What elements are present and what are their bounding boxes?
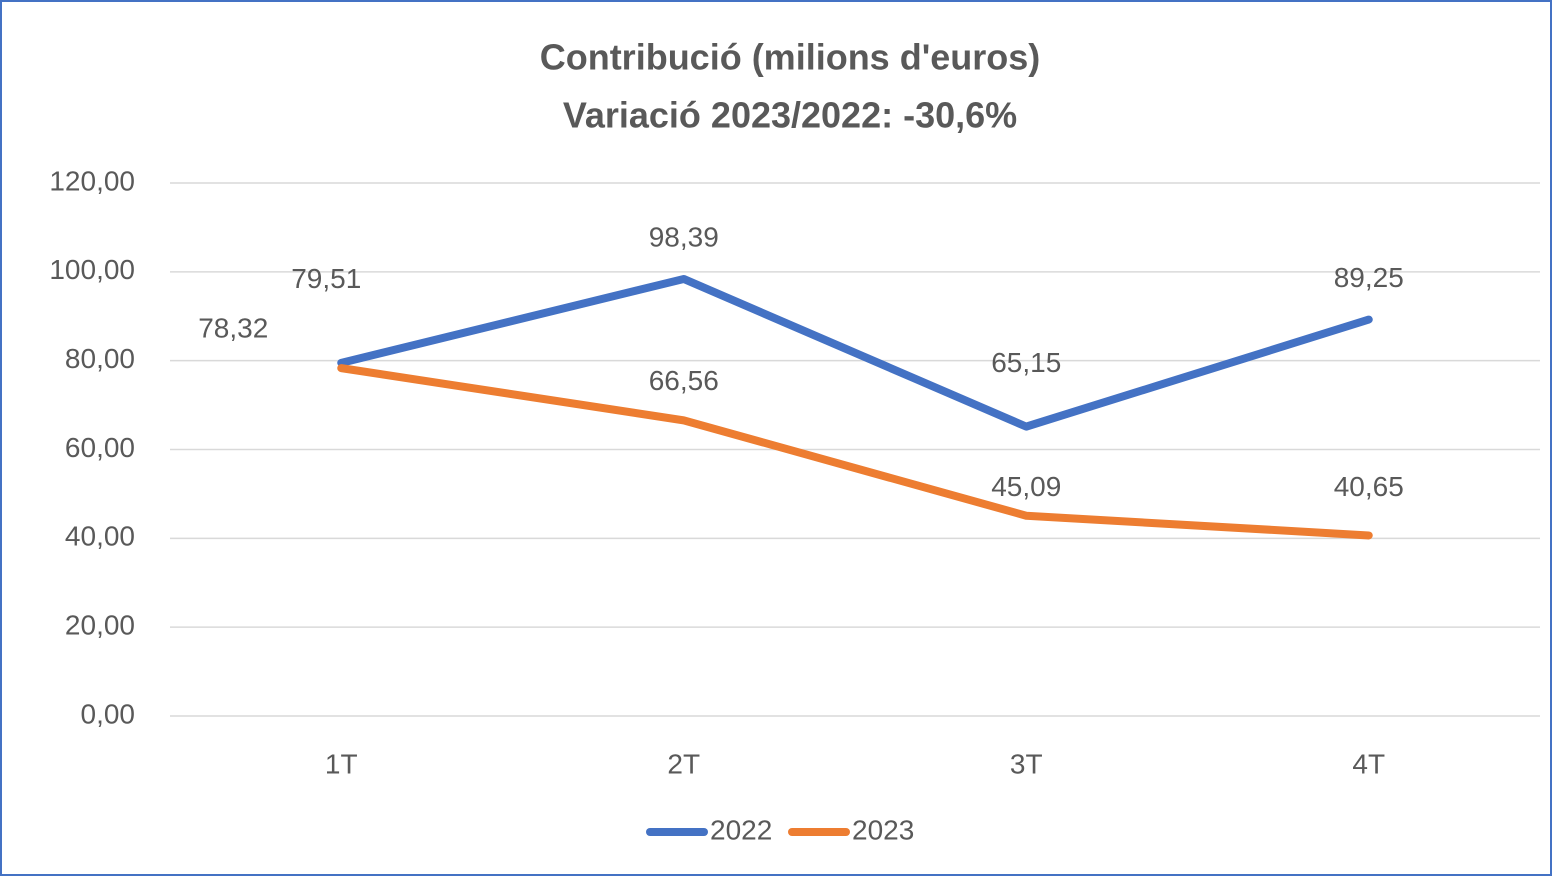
data-label: 79,51 bbox=[291, 263, 361, 294]
data-label: 40,65 bbox=[1334, 471, 1404, 502]
legend-label: 2022 bbox=[710, 814, 772, 845]
data-label: 98,39 bbox=[649, 221, 719, 252]
chart-title: Contribució (milions d'euros) bbox=[540, 37, 1041, 78]
y-tick-label: 100,00 bbox=[49, 254, 135, 285]
x-tick-label: 2T bbox=[667, 748, 700, 779]
y-tick-label: 20,00 bbox=[65, 610, 135, 641]
series-line bbox=[337, 274, 1373, 431]
data-label: 89,25 bbox=[1334, 262, 1404, 293]
y-tick-label: 60,00 bbox=[65, 432, 135, 463]
y-tick-label: 0,00 bbox=[81, 698, 136, 729]
x-tick-label: 4T bbox=[1352, 748, 1385, 779]
data-label: 45,09 bbox=[991, 471, 1061, 502]
data-label: 65,15 bbox=[991, 347, 1061, 378]
y-tick-label: 80,00 bbox=[65, 343, 135, 374]
y-tick-label: 40,00 bbox=[65, 521, 135, 552]
data-label: 78,32 bbox=[198, 313, 268, 344]
x-tick-label: 1T bbox=[325, 748, 358, 779]
y-tick-label: 120,00 bbox=[49, 165, 135, 196]
data-label: 66,56 bbox=[649, 365, 719, 396]
series-line bbox=[337, 364, 1373, 540]
legend-label: 2023 bbox=[852, 814, 914, 845]
chart-subtitle: Variació 2023/2022: -30,6% bbox=[563, 95, 1017, 136]
x-tick-label: 3T bbox=[1010, 748, 1043, 779]
